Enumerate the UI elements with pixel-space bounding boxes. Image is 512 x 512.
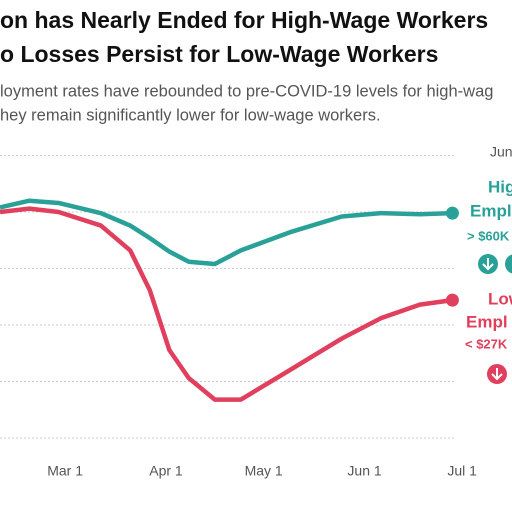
title: o Losses Persist for Low-Wage Workers bbox=[0, 41, 438, 67]
x-tick-label: Jun 1 bbox=[347, 463, 381, 479]
series-label: Low bbox=[488, 289, 512, 308]
end-dot bbox=[445, 293, 459, 307]
x-tick-label: Apr 1 bbox=[149, 463, 183, 479]
series-label: Empl bbox=[466, 312, 508, 331]
subtitle: loyment rates have rebounded to pre-COVI… bbox=[0, 82, 493, 100]
x-tick-label: May 1 bbox=[245, 463, 283, 479]
series-label: Hig bbox=[488, 177, 512, 196]
series-note: < $27K bbox=[465, 336, 508, 351]
series-note: > $60K bbox=[467, 228, 510, 243]
end-dot bbox=[445, 206, 459, 220]
subtitle: hey remain significantly lower for low-w… bbox=[0, 106, 381, 124]
series-line bbox=[0, 198, 453, 267]
icon bbox=[478, 254, 512, 384]
x-tick-label: Jul 1 bbox=[447, 463, 477, 479]
title: on has Nearly Ended for High-Wage Worker… bbox=[0, 7, 488, 33]
top-label: Jun bbox=[490, 144, 512, 160]
x-tick-label: Mar 1 bbox=[47, 463, 83, 479]
series-label: Empl bbox=[470, 201, 512, 220]
series-line bbox=[0, 206, 453, 402]
